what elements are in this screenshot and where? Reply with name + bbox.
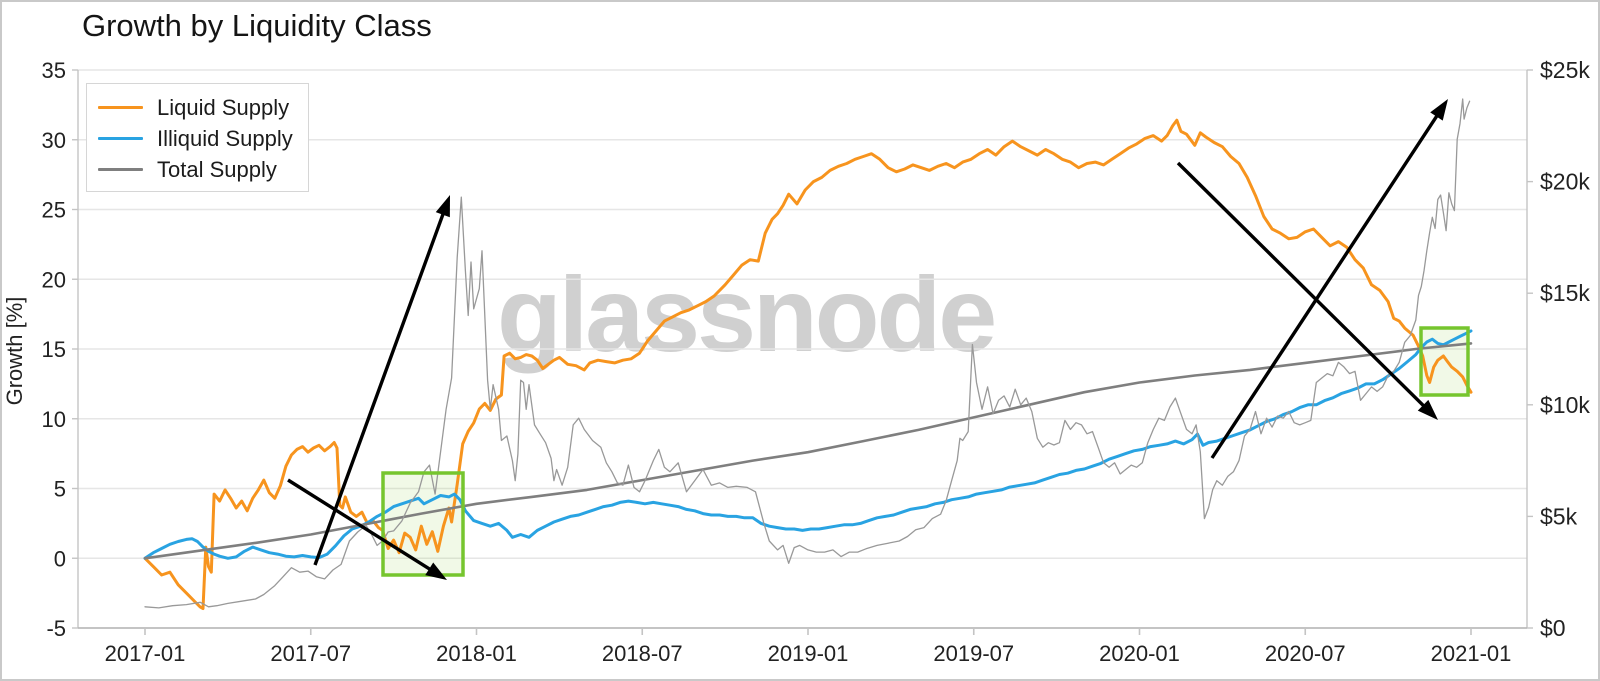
- highlight-box: [381, 471, 465, 577]
- left-tick-label: -5: [46, 616, 66, 641]
- series-liquid-supply: [143, 118, 1473, 610]
- legend-item-total-supply[interactable]: Total Supply: [87, 154, 308, 185]
- legend-item-liquid-supply[interactable]: Liquid Supply: [87, 92, 308, 123]
- highlight-box-fill: [383, 473, 463, 575]
- annotation-arrowhead: [1417, 399, 1438, 420]
- annotation-arrow-line: [287, 478, 434, 573]
- x-tick-label: 2018-01: [436, 641, 517, 666]
- annotation-arrowhead: [1430, 99, 1448, 121]
- x-tick-label: 2017-07: [270, 641, 351, 666]
- x-tick-label: 2021-01: [1431, 641, 1512, 666]
- liquid-supply-swatch-icon: [98, 106, 143, 109]
- right-tick-label: $20k: [1540, 169, 1590, 195]
- right-tick-label: $25k: [1540, 57, 1590, 83]
- right-tick-label: $10k: [1540, 392, 1590, 418]
- left-tick-label: 30: [42, 128, 66, 153]
- legend-box: Liquid Supply Illiquid Supply Total Supp…: [86, 83, 309, 192]
- left-tick-label: 20: [42, 267, 66, 292]
- x-tick-label: 2017-01: [105, 641, 186, 666]
- left-tick-label: 0: [54, 546, 66, 571]
- annotation-arrow-line: [1176, 161, 1428, 410]
- legend-item-illiquid-supply[interactable]: Illiquid Supply: [87, 123, 308, 154]
- highlight-box: [1419, 326, 1470, 397]
- annotation-arrowhead: [425, 562, 447, 580]
- left-tick-label: 15: [42, 337, 66, 362]
- series-price-usd: [144, 98, 1471, 609]
- x-tick-label: 2019-07: [933, 641, 1014, 666]
- x-tick-label: 2020-07: [1265, 641, 1346, 666]
- legend-item-label: Liquid Supply: [157, 94, 290, 120]
- right-tick-label: $0: [1540, 615, 1566, 641]
- legend-item-label: Total Supply: [157, 156, 277, 182]
- total-supply-swatch-icon: [98, 168, 143, 171]
- chart-title: Growth by Liquidity Class: [82, 8, 432, 43]
- x-tick-label: 2020-01: [1099, 641, 1180, 666]
- right-tick-label: $5k: [1540, 503, 1578, 529]
- right-tick-label: $15k: [1540, 280, 1590, 306]
- legend-item-label: Illiquid Supply: [157, 125, 293, 151]
- glassnode-watermark: glassnode: [497, 256, 997, 374]
- left-tick-label: 10: [42, 407, 66, 432]
- annotation-arrow-line: [1210, 112, 1441, 459]
- left-tick-label: 35: [42, 58, 66, 83]
- x-tick-label: 2018-07: [602, 641, 683, 666]
- highlight-box-fill: [1421, 328, 1468, 395]
- left-tick-label: 5: [54, 477, 66, 502]
- left-axis-label: Growth [%]: [2, 296, 27, 406]
- series-total-supply: [143, 342, 1473, 560]
- annotation-arrow-line: [313, 210, 446, 566]
- x-tick-label: 2019-01: [768, 641, 849, 666]
- annotation-arrowhead: [435, 195, 450, 218]
- left-tick-label: 25: [42, 198, 66, 223]
- illiquid-supply-swatch-icon: [98, 137, 143, 140]
